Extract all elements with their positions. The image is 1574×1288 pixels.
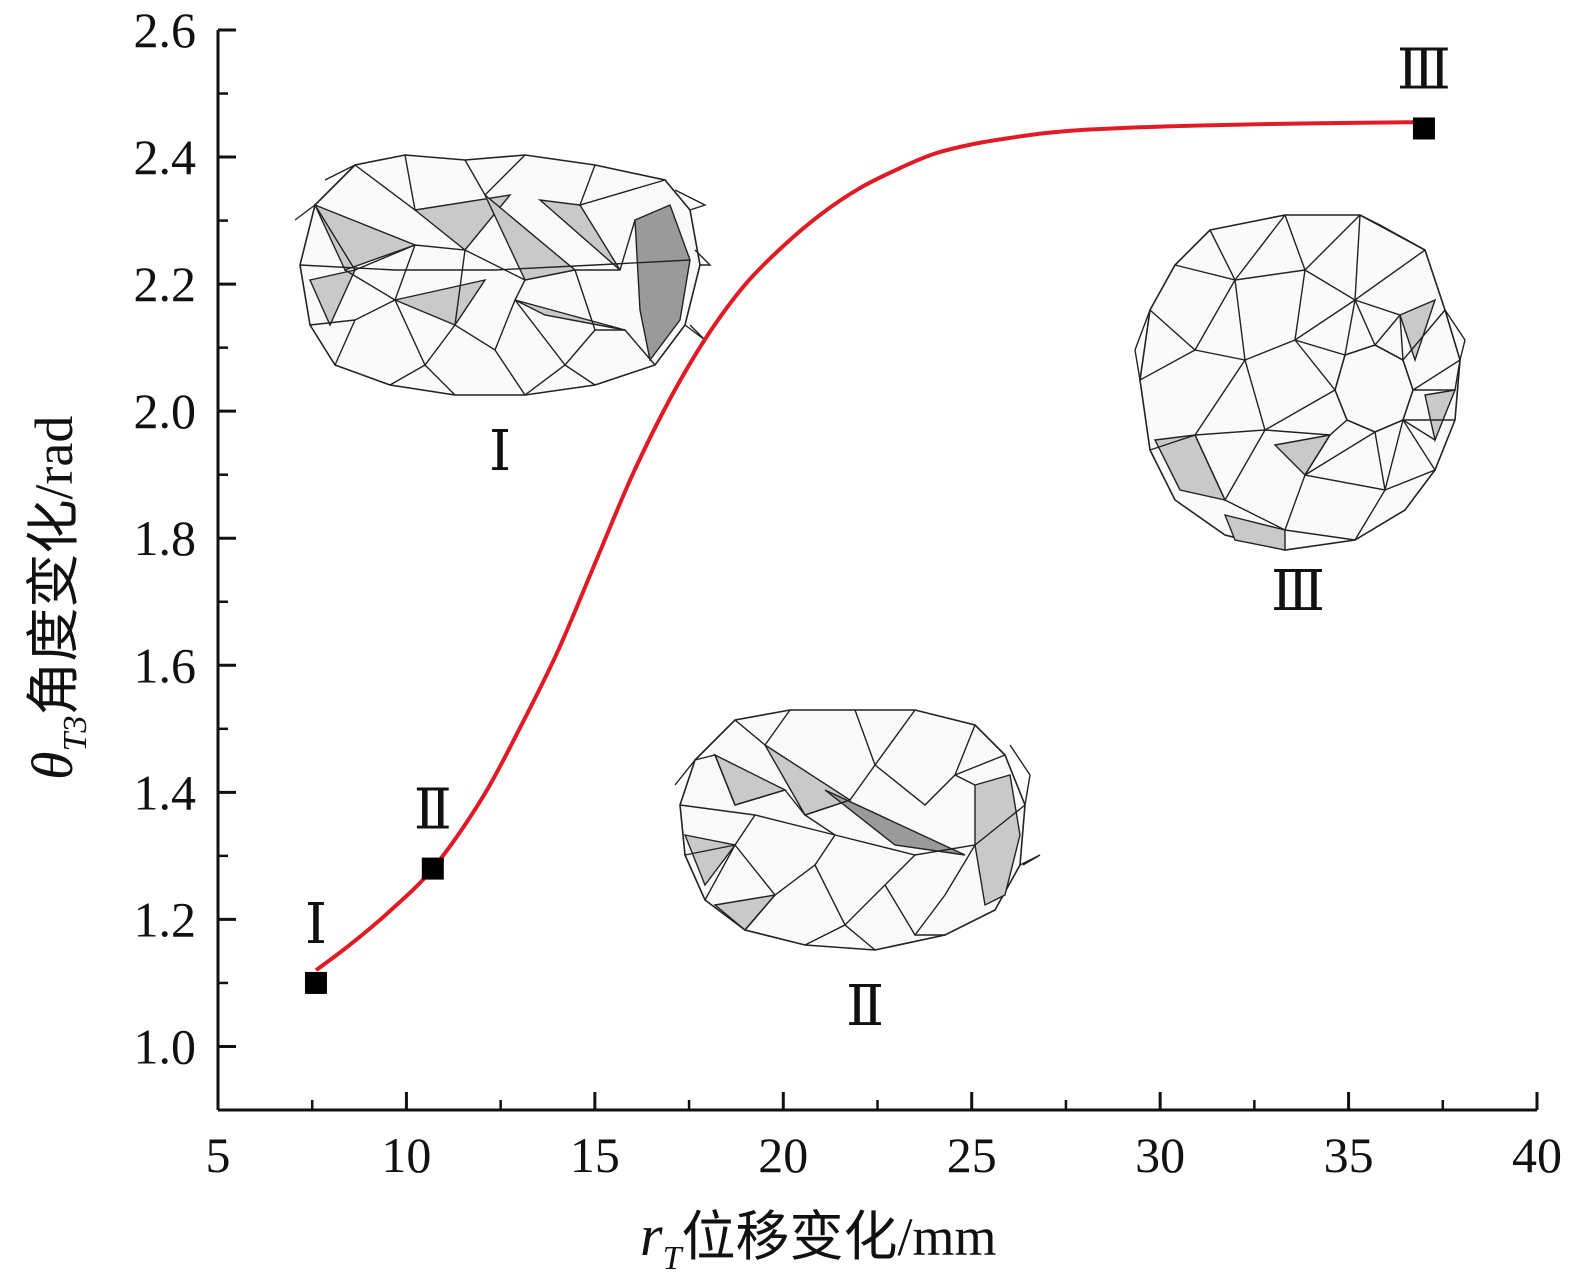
data-point-marker [421, 857, 444, 880]
y-tick-label: 2.4 [134, 129, 197, 185]
origami-inset-3 [1134, 214, 1466, 551]
x-tick-label: 30 [1135, 1127, 1185, 1183]
y-tick-label: 1.6 [134, 637, 197, 693]
y-tick-label: 2.2 [134, 256, 197, 312]
y-tick-label: 1.2 [134, 891, 197, 947]
series-line [314, 120, 1424, 972]
data-point-label: Ⅱ [414, 780, 452, 842]
y-axis-title: θT3角度变化/rad [20, 416, 94, 780]
data-point-marker [304, 971, 327, 994]
data-point-marker [1412, 117, 1435, 140]
origami-inset-1 [294, 154, 712, 397]
y-tick-label: 2.0 [134, 383, 197, 439]
y-tick-label: 1.4 [134, 764, 197, 820]
x-ticks: 5 10 15 20 25 30 35 40 [206, 1092, 1562, 1183]
y-tick-label: 2.6 [134, 2, 197, 58]
x-tick-label: 20 [758, 1127, 808, 1183]
y-tick-label: 1.8 [134, 510, 197, 566]
inset-label-2: Ⅱ [846, 976, 884, 1038]
inset-label-3: Ⅲ [1271, 561, 1325, 623]
data-point-label: Ⅰ [305, 894, 327, 956]
data-point-label: Ⅲ [1397, 39, 1451, 101]
x-tick-label: 25 [947, 1127, 997, 1183]
x-tick-label: 5 [206, 1127, 231, 1183]
series-layer [314, 120, 1424, 972]
x-tick-label: 35 [1324, 1127, 1374, 1183]
x-tick-label: 10 [381, 1127, 431, 1183]
inset-label-1: Ⅰ [489, 421, 511, 483]
y-ticks: 1.0 1.2 1.4 1.6 1.8 2.0 2.2 2.4 2.6 [134, 2, 236, 1112]
marker-layer: Ⅰ Ⅱ Ⅲ [304, 39, 1451, 994]
origami-inset-2 [674, 709, 1041, 951]
x-axis-title: rT位移变化/mm [640, 1203, 997, 1277]
y-tick-label: 1.0 [134, 1018, 197, 1074]
x-tick-label: 40 [1512, 1127, 1562, 1183]
x-tick-label: 15 [570, 1127, 620, 1183]
